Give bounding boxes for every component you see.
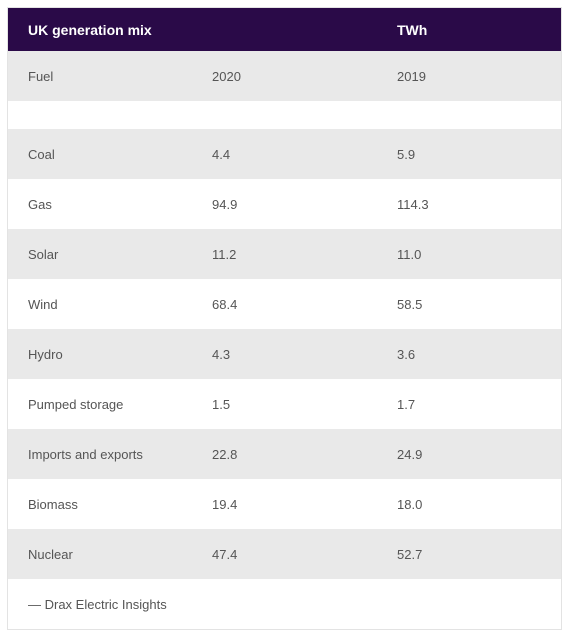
table-row: Biomass 19.4 18.0 [8, 479, 561, 529]
spacer-row [8, 101, 561, 129]
value-2019-cell: 3.6 [397, 346, 416, 362]
value-2020-cell: 94.9 [212, 196, 238, 212]
fuel-cell: Pumped storage [28, 396, 124, 412]
table-header: UK generation mix TWh [8, 8, 561, 51]
table-title: UK generation mix [28, 21, 152, 38]
table-row: Pumped storage 1.5 1.7 [8, 379, 561, 429]
fuel-cell: Coal [28, 146, 55, 162]
generation-mix-table: UK generation mix TWh Fuel 2020 2019 Coa… [7, 7, 562, 630]
value-2019-cell: 18.0 [397, 496, 423, 512]
value-2020-cell: 4.3 [212, 346, 231, 362]
value-2019-cell: 5.9 [397, 146, 416, 162]
value-2020-cell: 4.4 [212, 146, 231, 162]
table-row: Imports and exports 22.8 24.9 [8, 429, 561, 479]
fuel-cell: Solar [28, 246, 59, 262]
value-2019-cell: 52.7 [397, 546, 423, 562]
year-2020-column-header: 2020 [212, 68, 241, 84]
value-2019-cell: 11.0 [397, 246, 422, 262]
fuel-cell: Biomass [28, 496, 78, 512]
fuel-column-header: Fuel [28, 68, 54, 84]
table-row: Coal 4.4 5.9 [8, 129, 561, 179]
table-row: Wind 68.4 58.5 [8, 279, 561, 329]
value-2020-cell: 68.4 [212, 296, 238, 312]
table-row: Solar 11.2 11.0 [8, 229, 561, 279]
table-row: Nuclear 47.4 52.7 [8, 529, 561, 579]
value-2019-cell: 1.7 [397, 396, 416, 412]
value-2020-cell: 22.8 [212, 446, 238, 462]
unit-label: TWh [397, 21, 428, 38]
fuel-cell: Gas [28, 196, 52, 212]
fuel-cell: Wind [28, 296, 58, 312]
value-2019-cell: 114.3 [397, 196, 429, 212]
value-2020-cell: 47.4 [212, 546, 238, 562]
fuel-cell: Nuclear [28, 546, 73, 562]
value-2019-cell: 58.5 [397, 296, 423, 312]
column-header-row: Fuel 2020 2019 [8, 51, 561, 101]
value-2019-cell: 24.9 [397, 446, 423, 462]
year-2019-column-header: 2019 [397, 68, 426, 84]
value-2020-cell: 19.4 [212, 496, 238, 512]
source-caption: — Drax Electric Insights [8, 579, 561, 629]
value-2020-cell: 11.2 [212, 246, 237, 262]
value-2020-cell: 1.5 [212, 396, 231, 412]
fuel-cell: Hydro [28, 346, 63, 362]
fuel-cell: Imports and exports [28, 446, 143, 462]
table-row: Gas 94.9 114.3 [8, 179, 561, 229]
table-row: Hydro 4.3 3.6 [8, 329, 561, 379]
